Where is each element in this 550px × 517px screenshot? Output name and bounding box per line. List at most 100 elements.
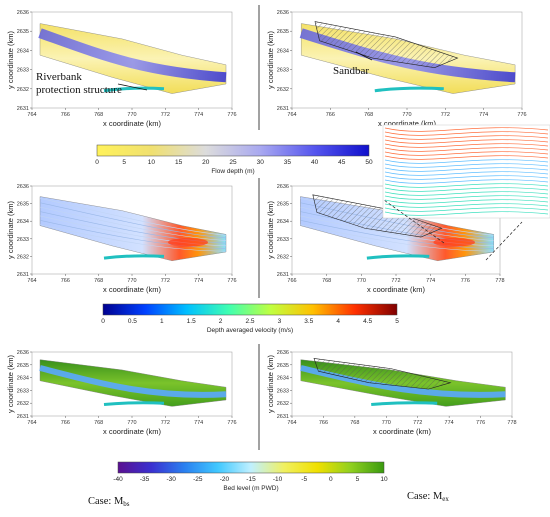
case-label-right: Case: Mex bbox=[407, 491, 449, 503]
inset-vector-line bbox=[384, 175, 549, 180]
y-tick-label: 2636 bbox=[17, 184, 29, 190]
colorbar-tick-label: 45 bbox=[338, 159, 346, 166]
y-axis-label: y coordinate (km) bbox=[266, 201, 275, 259]
protection-structure bbox=[103, 86, 165, 93]
y-tick-label: 2636 bbox=[17, 350, 29, 356]
x-tick-label: 776 bbox=[461, 278, 470, 284]
x-tick-label: 774 bbox=[194, 420, 203, 426]
protection-annotation-line1: Riverbank bbox=[36, 71, 82, 83]
y-tick-label: 2634 bbox=[277, 376, 289, 382]
sandbar-shape bbox=[313, 358, 452, 390]
velocity-streamline bbox=[39, 224, 227, 252]
x-tick-label: 774 bbox=[479, 112, 488, 118]
inset-vector-line bbox=[384, 147, 549, 152]
x-tick-label: 772 bbox=[161, 278, 170, 284]
y-axis-label: y coordinate (km) bbox=[6, 31, 15, 89]
protection-structure bbox=[374, 86, 444, 93]
x-tick-label: 770 bbox=[402, 112, 411, 118]
inset-vector-line bbox=[384, 155, 549, 160]
colorbar-tick-label: 40 bbox=[311, 159, 319, 166]
inset-vector-line bbox=[384, 131, 549, 136]
y-tick-label: 2633 bbox=[17, 68, 29, 74]
colorbar-tick-label: 4.5 bbox=[363, 318, 372, 325]
x-tick-label: 770 bbox=[127, 420, 136, 426]
inset-vector-line bbox=[384, 151, 549, 156]
colorbar-tick-label: -10 bbox=[273, 476, 283, 483]
colorbar-tick-label: -40 bbox=[113, 476, 123, 483]
y-tick-label: 2632 bbox=[17, 254, 29, 260]
case-label-right-text: Case: M bbox=[407, 491, 443, 502]
inset-vector-line bbox=[384, 211, 549, 216]
x-tick-label: 766 bbox=[61, 112, 70, 118]
inset-vector-line bbox=[384, 179, 549, 184]
x-tick-label: 766 bbox=[61, 278, 70, 284]
x-tick-label: 768 bbox=[94, 420, 103, 426]
inset-vector-line bbox=[384, 139, 549, 144]
case-label-left: Case: Mbs bbox=[88, 496, 130, 508]
y-axis-label: y coordinate (km) bbox=[266, 31, 275, 89]
colorbar-tick-label: 0.5 bbox=[128, 318, 137, 325]
x-tick-label: 772 bbox=[441, 112, 450, 118]
colorbar-title: Depth averaged velocity (m/s) bbox=[207, 327, 293, 334]
inset-vector-line bbox=[384, 167, 549, 172]
colorbar-title: Bed level (m PWD) bbox=[223, 485, 278, 492]
velocity-streamline bbox=[39, 206, 227, 241]
velocity-streamline bbox=[300, 215, 494, 247]
x-axis-label: x coordinate (km) bbox=[378, 119, 436, 128]
x-tick-label: 770 bbox=[382, 420, 391, 426]
colorbar-tick-label: 0 bbox=[101, 318, 105, 325]
x-tick-label: 776 bbox=[227, 112, 236, 118]
colorbar-tick-label: 2.5 bbox=[245, 318, 254, 325]
case-label-right-sub: ex bbox=[442, 495, 449, 503]
y-tick-label: 2636 bbox=[17, 10, 29, 16]
y-tick-label: 2635 bbox=[277, 363, 289, 369]
colorbar-tick-label: 3.5 bbox=[304, 318, 313, 325]
y-tick-label: 2634 bbox=[17, 376, 29, 382]
inset-vector-line bbox=[384, 203, 549, 208]
colorbar-tick-label: -30 bbox=[166, 476, 176, 483]
panel-r3r: 764 766 768 770 772 774 776 778 2636 2635 2634 2633… bbox=[266, 350, 517, 436]
colorbar-tick-label: 25 bbox=[229, 159, 237, 166]
x-tick-label: 768 bbox=[364, 112, 373, 118]
y-tick-label: 2633 bbox=[17, 388, 29, 394]
case-label-left-text: Case: M bbox=[88, 496, 124, 507]
x-tick-label: 768 bbox=[94, 112, 103, 118]
y-tick-label: 2632 bbox=[17, 401, 29, 407]
colorbar-tick-label: 30 bbox=[257, 159, 265, 166]
protection-structure bbox=[103, 254, 165, 260]
x-tick-label: 770 bbox=[127, 112, 136, 118]
protection-structure bbox=[371, 401, 438, 406]
x-tick-label: 764 bbox=[287, 112, 296, 118]
colorbar-tick-label: -25 bbox=[193, 476, 203, 483]
x-axis-label: x coordinate (km) bbox=[103, 119, 161, 128]
protection-structure bbox=[103, 401, 165, 406]
x-tick-label: 766 bbox=[61, 420, 70, 426]
x-tick-label: 770 bbox=[127, 278, 136, 284]
colorbar-tick-label: -35 bbox=[140, 476, 150, 483]
x-tick-label: 768 bbox=[322, 278, 331, 284]
y-tick-label: 2634 bbox=[17, 219, 29, 225]
panels-layer: 764 766 768 770 772 774 776 2636 2635 2634 2633 263… bbox=[6, 10, 527, 436]
x-axis-label: x coordinate (km) bbox=[103, 427, 161, 436]
panel-r1l: 764 766 768 770 772 774 776 2636 2635 2634 2633 263… bbox=[6, 10, 237, 128]
velocity-streamline bbox=[39, 215, 227, 247]
inset-vector-line bbox=[384, 127, 549, 132]
x-tick-label: 764 bbox=[27, 278, 36, 284]
protection-annotation: Riverbank protection structure bbox=[36, 71, 122, 96]
colorbar-title: Flow depth (m) bbox=[211, 168, 254, 175]
y-axis-label: y coordinate (km) bbox=[266, 355, 275, 413]
panel-r3l: 764 766 768 770 772 774 776 2636 2635 2634 2633 263… bbox=[6, 350, 237, 436]
colorbar-tick-label: 5 bbox=[122, 159, 126, 166]
x-tick-label: 766 bbox=[326, 112, 335, 118]
x-tick-label: 766 bbox=[319, 420, 328, 426]
colorbar-tick-label: 0 bbox=[95, 159, 99, 166]
x-tick-label: 770 bbox=[357, 278, 366, 284]
x-tick-label: 776 bbox=[517, 112, 526, 118]
velocity-streamline bbox=[39, 202, 227, 239]
panel-r1r: 764 766 768 770 772 774 776 2636 2635 2634 2633 263… bbox=[266, 10, 527, 128]
colorbar-tick-label: 0 bbox=[329, 476, 333, 483]
inset-vector-line bbox=[384, 191, 549, 196]
y-tick-label: 2635 bbox=[277, 202, 289, 208]
panel-r2l: 764 766 768 770 772 774 776 2636 2635 2634 2633 263… bbox=[6, 184, 237, 294]
